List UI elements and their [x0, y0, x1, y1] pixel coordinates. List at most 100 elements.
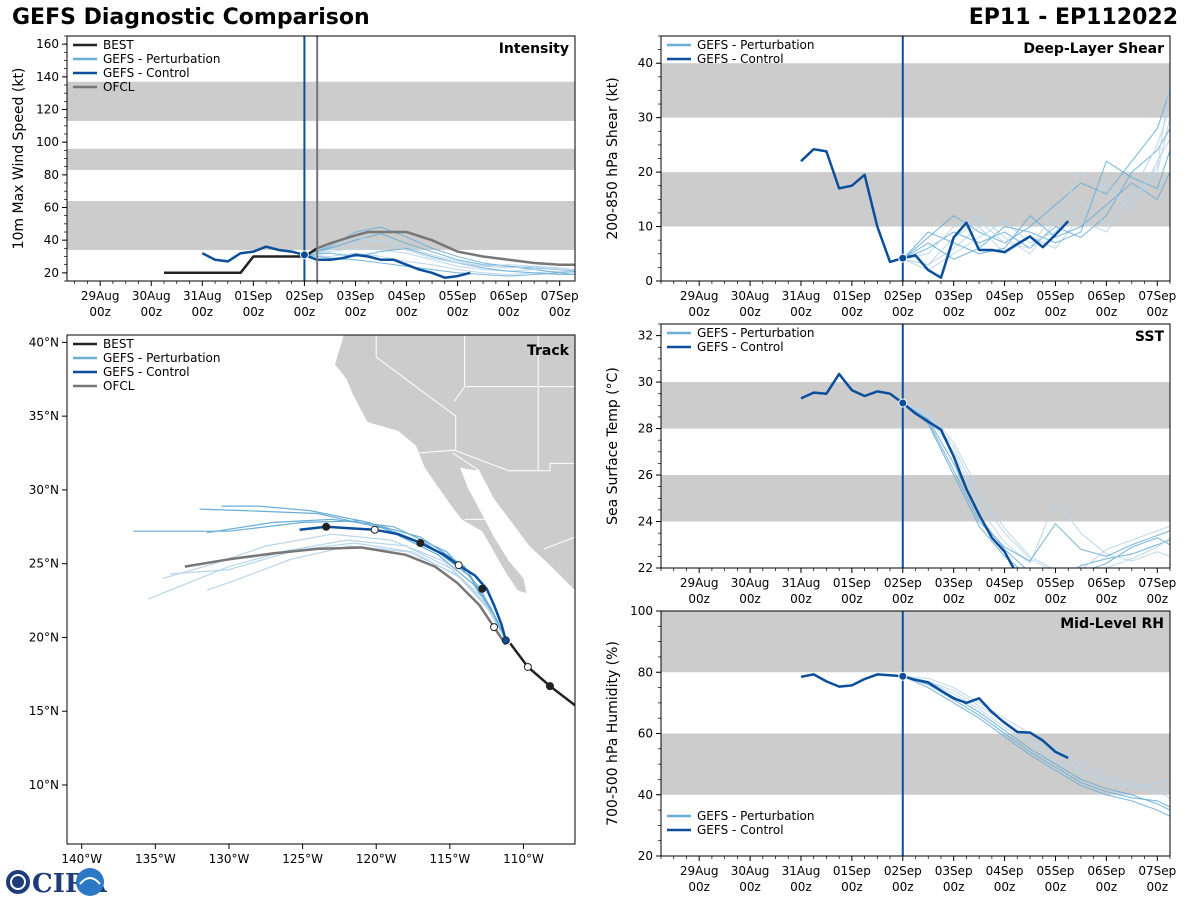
noaa-logo-icon: [76, 868, 104, 896]
x-tick-label-hour: 00z: [790, 592, 812, 606]
x-tick-label-hour: 00z: [943, 880, 965, 894]
threshold-band: [661, 475, 1170, 522]
x-tick-label-date: 01Sep: [234, 289, 272, 303]
x-tick-label-date: 06Sep: [490, 289, 528, 303]
intensity-ylabel: 10m Max Wind Speed (kt): [11, 68, 27, 250]
legend-label-gefs-perturbation: GEFS - Perturbation: [697, 809, 814, 823]
rh-ylabel: 700-500 hPa Humidity (%): [605, 641, 621, 826]
x-tick-label-hour: 00z: [1096, 880, 1118, 894]
best-line: [164, 247, 318, 275]
perturbation-member-line: [304, 254, 575, 277]
legend-label-gefs-control: GEFS - Control: [697, 340, 784, 354]
y-tick-label: 160: [36, 37, 59, 51]
track-position-marker: [523, 662, 532, 671]
legend-label-gefs-control: GEFS - Control: [697, 823, 784, 837]
political-border: [452, 452, 480, 472]
legend-label-gefs-control: GEFS - Control: [697, 52, 784, 66]
x-tick-label-date: 31Aug: [782, 576, 821, 590]
longitude-label: 110°W: [503, 852, 544, 866]
x-tick-label-date: 01Sep: [833, 576, 871, 590]
track-series-group: [133, 505, 575, 707]
x-tick-label-hour: 00z: [892, 305, 914, 319]
latitude-label: 35°N: [29, 409, 59, 423]
x-tick-label-hour: 00z: [1096, 592, 1118, 606]
current-time-marker: [898, 398, 908, 408]
longitude-label: 115°W: [429, 852, 470, 866]
political-border: [464, 335, 539, 388]
y-tick-label: 60: [638, 727, 653, 741]
legend-label-gefs-perturbation: GEFS - Perturbation: [697, 38, 814, 52]
perturbation-track-line: [133, 520, 507, 641]
x-tick-label-date: 05Sep: [439, 289, 477, 303]
x-tick-label-hour: 00z: [345, 305, 367, 319]
x-tick-label-date: 30Aug: [731, 289, 770, 303]
x-tick-label-hour: 00z: [688, 592, 710, 606]
current-time-marker: [299, 250, 309, 260]
x-tick-label-date: 04Sep: [986, 864, 1024, 878]
x-tick-label-date: 01Sep: [833, 864, 871, 878]
x-tick-label-hour: 00z: [994, 305, 1016, 319]
x-tick-label-date: 05Sep: [1037, 576, 1075, 590]
y-tick-label: 30: [638, 375, 653, 389]
political-border: [543, 536, 575, 550]
x-tick-label-date: 04Sep: [986, 576, 1024, 590]
x-tick-label-hour: 00z: [739, 880, 761, 894]
longitude-label: 130°W: [209, 852, 250, 866]
perturbation-member-line: [304, 247, 575, 272]
latitude-label: 30°N: [29, 483, 59, 497]
ofcl-line: [316, 230, 575, 266]
cira-logo: CIRA: [6, 868, 107, 899]
x-tick-label-hour: 00z: [1045, 305, 1067, 319]
perturbation-member-line: [902, 675, 1170, 817]
x-tick-label-date: 29Aug: [680, 864, 719, 878]
track-position-marker: [454, 561, 463, 570]
x-tick-label-date: 02Sep: [285, 289, 323, 303]
x-tick-label-hour: 00z: [447, 305, 469, 319]
perturbation-member-line: [902, 675, 1170, 799]
latitude-label: 10°N: [29, 778, 59, 792]
y-tick-label: 22: [638, 561, 653, 575]
track-position-marker: [322, 522, 331, 531]
rh-series-group: [800, 673, 1170, 817]
x-tick-label-hour: 00z: [1146, 592, 1168, 606]
x-tick-label-hour: 00z: [943, 592, 965, 606]
x-tick-label-date: 02Sep: [884, 864, 922, 878]
y-tick-label: 140: [36, 70, 59, 84]
cira-logo-globe-icon: [6, 870, 30, 894]
perturbation-track-line: [147, 539, 507, 641]
x-tick-label-hour: 00z: [688, 305, 710, 319]
y-tick-label: 120: [36, 103, 59, 117]
gefs-control-track-line: [299, 525, 508, 641]
legend-label-best: BEST: [103, 38, 134, 52]
threshold-band: [661, 733, 1170, 795]
track-position-marker: [478, 584, 487, 593]
sst-title: SST: [1135, 329, 1165, 345]
perturbation-member-line: [902, 402, 1170, 568]
shear-series-group: [800, 84, 1170, 279]
latitude-label: 15°N: [29, 704, 59, 718]
perturbation-member-line: [902, 402, 1170, 568]
sst-frame: [660, 323, 1171, 569]
perturbation-member-line: [902, 402, 1170, 568]
y-tick-label: 20: [44, 266, 59, 280]
longitude-label: 125°W: [282, 852, 323, 866]
current-time-marker: [898, 253, 908, 263]
x-tick-label-date: 06Sep: [1087, 864, 1125, 878]
y-tick-label: 10: [638, 220, 653, 234]
legend-label-gefs-control: GEFS - Control: [103, 365, 190, 379]
land-mass: [335, 335, 575, 594]
x-tick-label-date: 03Sep: [935, 864, 973, 878]
y-tick-label: 30: [638, 111, 653, 125]
y-tick-label: 20: [638, 165, 653, 179]
threshold-band: [661, 611, 1170, 673]
x-tick-label-date: 07Sep: [1138, 864, 1176, 878]
x-tick-label-date: 02Sep: [884, 289, 922, 303]
perturbation-member-line: [304, 226, 575, 276]
x-tick-label-hour: 00z: [396, 305, 418, 319]
x-tick-label-hour: 00z: [498, 305, 520, 319]
y-tick-label: 100: [630, 604, 653, 618]
longitude-label: 135°W: [135, 852, 176, 866]
perturbation-member-line: [902, 90, 1170, 260]
legend-label-best: BEST: [103, 337, 134, 351]
y-tick-label: 100: [36, 135, 59, 149]
